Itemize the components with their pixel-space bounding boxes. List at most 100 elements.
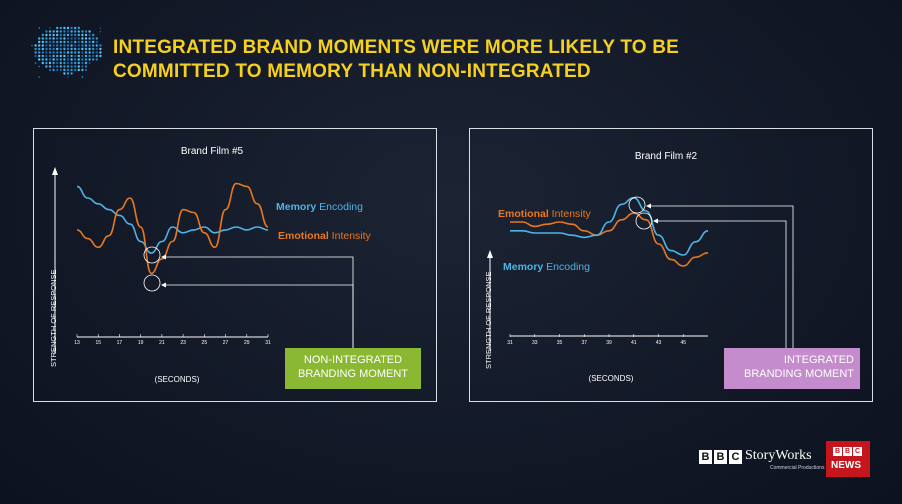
x-tick-label: 31 [507, 340, 513, 346]
brain-dot [63, 30, 66, 33]
brain-dot [63, 51, 66, 54]
brain-dot [59, 51, 62, 54]
headline-line-1: INTEGRATED BRAND MOMENTS WERE MORE LIKEL… [113, 37, 680, 58]
brain-dot [70, 26, 73, 30]
brain-dot [52, 51, 55, 54]
brain-dot [70, 51, 73, 54]
brain-dot [59, 58, 62, 61]
brain-dot [88, 37, 91, 40]
series-line-memory-encoding [509, 196, 709, 256]
brain-dot [56, 68, 59, 72]
x-tick-label: 27 [223, 340, 229, 346]
brain-dot [59, 26, 62, 30]
brain-dot [92, 44, 95, 47]
brain-dot [38, 54, 41, 58]
brain-dot [84, 51, 88, 54]
brain-dot [84, 58, 88, 61]
brain-dot [74, 33, 77, 37]
brain-dot [92, 47, 95, 51]
brain-dot [48, 68, 52, 72]
brain-dot [84, 44, 88, 47]
brain-dot [45, 44, 48, 47]
brain-dot [38, 58, 41, 61]
brain-dot [77, 68, 80, 72]
brain-dot [99, 54, 102, 58]
brain-dot [34, 47, 37, 51]
bbc-news-logo: B B C NEWS [826, 441, 870, 477]
brain-dot [81, 51, 84, 54]
integrated-branding-tag: INTEGRATED BRANDING MOMENT [724, 348, 860, 389]
news-bbc-letter: B [833, 447, 842, 456]
brain-dot [77, 44, 80, 47]
series-line-emotional-intensity [510, 212, 709, 267]
brain-dot [77, 30, 80, 33]
brain-dot [63, 65, 66, 68]
memory-highlight-circle [628, 196, 646, 214]
brain-dot [88, 62, 91, 64]
legend-memory-encoding: Memory Encoding [503, 261, 590, 273]
y-axis [487, 250, 493, 351]
brain-dot [63, 54, 66, 58]
brain-dot [84, 61, 88, 65]
brain-dot [95, 51, 99, 54]
brain-dot [52, 33, 55, 37]
brain-dot [63, 37, 66, 40]
brain-dot [48, 40, 52, 44]
news-bbc-letter: B [843, 447, 852, 456]
brain-dot [84, 68, 88, 72]
brain-dot [74, 61, 77, 65]
x-tick-label: 33 [532, 340, 538, 346]
brain-dot [56, 47, 59, 51]
brain-dot [45, 40, 48, 44]
brain-dot [31, 44, 33, 47]
brain-dot [41, 37, 44, 40]
brain-dot [74, 54, 77, 58]
brain-dot [74, 68, 77, 72]
y-axis-label: STRENGTH OF RESPONSE [49, 269, 58, 367]
brain-dot [41, 47, 44, 51]
brain-dot [84, 33, 88, 37]
brain-dot [63, 26, 66, 30]
brain-dot [70, 33, 73, 37]
brain-dot [77, 47, 80, 51]
brain-dot [84, 30, 88, 33]
brain-dot [63, 33, 66, 37]
brain-dot [77, 33, 80, 37]
brain-dot [66, 58, 70, 61]
brain-dot [74, 37, 77, 40]
brain-dot [34, 54, 37, 58]
series-group [509, 196, 709, 267]
brain-dot [34, 51, 37, 54]
brain-dot [81, 68, 84, 72]
brain-dot [92, 37, 95, 40]
brain-dot [38, 76, 40, 78]
brain-dot [52, 30, 55, 33]
brain-dot [70, 65, 73, 68]
brain-dot [77, 58, 80, 61]
annotation-callout [628, 196, 794, 348]
brain-dot [88, 33, 91, 37]
brain-dot [88, 40, 91, 44]
brain-dot [74, 30, 77, 33]
brain-dot [77, 61, 80, 65]
brain-dot [66, 65, 70, 68]
chart-panel-brand-film-5: Brand Film #5 STRENGTH OF RESPONSE 13 15 1… [33, 128, 437, 402]
brain-dot [84, 37, 88, 40]
x-axis-label: (SECONDS) [155, 375, 200, 384]
brain-dot [70, 68, 73, 72]
brain-dot [56, 37, 59, 40]
brain-dot [52, 68, 55, 72]
brain-dot [70, 37, 73, 40]
brain-dot [38, 27, 40, 29]
brain-dot [48, 51, 52, 54]
brain-dot [45, 47, 48, 51]
x-tick-label: 35 [557, 340, 563, 346]
brain-dot [70, 61, 73, 65]
brain-dot [84, 47, 88, 51]
brain-dot [81, 30, 84, 33]
brain-dot [84, 54, 88, 58]
brain-dot [70, 44, 73, 47]
brain-dot [41, 51, 44, 54]
brain-dot [63, 72, 66, 75]
series-line-memory-encoding [76, 185, 269, 254]
